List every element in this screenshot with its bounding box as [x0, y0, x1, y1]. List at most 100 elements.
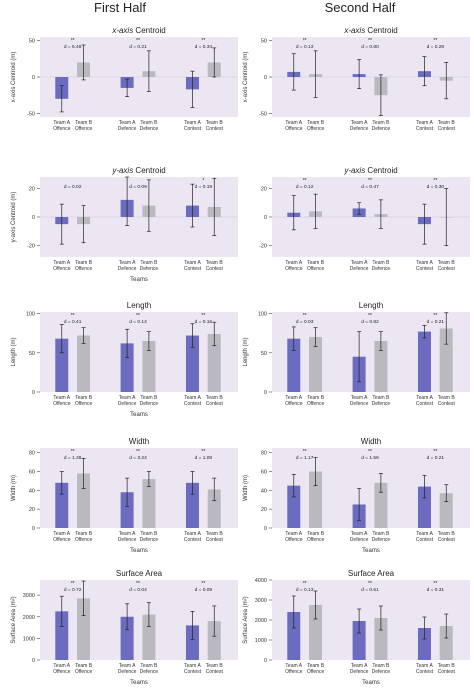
panel-6-ytick-label-2: 100 [258, 312, 267, 318]
panel-2-xtick-label-0-0: Team A Offence [285, 120, 303, 132]
panel-10-xtick-label-2-1: Team B Contest [438, 663, 456, 675]
panel-7-bar-1-1 [142, 479, 156, 528]
panel-9-xlabel: Teams [130, 680, 148, 686]
panel-5-sig-1: ** [136, 313, 140, 319]
panel-7-ylabel: Width (m) [11, 475, 17, 501]
panel-1-effect-1: d = 0.21 [129, 44, 147, 50]
panel-3-ylabel: y-axis Centroid (m) [11, 192, 17, 243]
panel-9-bar-1-1 [142, 614, 156, 660]
panel-6-bar-0-0 [287, 338, 301, 392]
panel-7-sig-0: ** [71, 449, 75, 455]
panel-1-xtick-label-2-0: Team A Contest [184, 120, 202, 132]
panel-8-sig-2: ** [433, 449, 437, 455]
panel-9-bar-2-1 [207, 621, 221, 660]
panel-7-ytick-label-2: 40 [29, 488, 35, 494]
panel-7-sig-2: ** [201, 449, 205, 455]
panel-3-xtick-label-2-0: Team A Contest [184, 260, 202, 272]
panel-10-ytick-label-1: 1000 [255, 638, 267, 644]
panel-2-xtick-label-2-1: Team B Contest [438, 120, 456, 132]
panel-6-ytick-label-0: 0 [264, 390, 267, 396]
panel-9-sig-0: ** [71, 581, 75, 587]
panel-3-xlabel: Teams [130, 277, 148, 283]
panel-7-xtick-label-1-1: Team B Defence [140, 531, 159, 543]
panel-3-xtick-label-0-1: Team B Offence [75, 260, 93, 272]
panel-1-xtick-label-0-0: Team A Offence [53, 120, 71, 132]
panel-9-xtick-label-1-0: Team A Defence [118, 663, 137, 675]
panel-8-bar-2-1 [439, 493, 453, 528]
panel-7-bar-2-1 [207, 489, 221, 528]
panel-9-xtick-label-0-1: Team B Offence [75, 663, 93, 675]
panel-2-xtick-label-1-0: Team A Defence [350, 120, 369, 132]
panel-5-bar-1-1 [142, 341, 156, 392]
panel-10-sig-2: ** [433, 581, 437, 587]
panel-8-xlabel: Teams [362, 548, 380, 554]
panel-1-title: x-axis Centroid [111, 26, 165, 35]
panel-2-sig-2: ** [433, 38, 437, 44]
panel-3-effect-0: d = 0.02 [64, 184, 82, 190]
panel-10-ytick-label-4: 4000 [255, 578, 267, 584]
panel-10-ytick-label-0: 0 [264, 658, 267, 664]
panel-10-bar-0-1 [309, 605, 323, 660]
panel-7-xtick-label-0-1: Team B Offence [75, 531, 93, 543]
panel-2-xtick-label-0-1: Team B Offence [307, 120, 325, 132]
panel-10-xtick-label-1-0: Team A Defence [350, 663, 369, 675]
panel-9-xtick-label-2-0: Team A Contest [184, 663, 202, 675]
panel-4-ytick-label-0: -20 [259, 244, 267, 250]
panel-7-effect-1: d = 3.24 [129, 455, 147, 461]
panel-5-bar-2-0 [185, 335, 199, 392]
panel-2-xtick-label-2-0: Team A Contest [416, 120, 434, 132]
panel-2-ytick-label-0: -50 [259, 111, 267, 117]
panel-10-xtick-label-1-1: Team B Defence [372, 663, 391, 675]
panel-5-ytick-label-2: 100 [26, 312, 35, 318]
panel-6-xtick-label-0-0: Team A Offence [285, 395, 303, 407]
panel-5-ylabel: Length (m) [11, 337, 17, 366]
panel-4-effect-2: d = 0.30 [427, 184, 445, 190]
panel-3-ytick-label-2: 20 [29, 186, 35, 192]
panel-4-sig-2: ** [433, 178, 437, 184]
panel-9-bar-2-0 [185, 625, 199, 660]
panel-9-effect-1: d = 0.04 [129, 587, 147, 593]
panel-8-ylabel: Width (m) [243, 475, 249, 501]
panel-8-xtick-label-1-1: Team B Defence [372, 531, 391, 543]
panel-5-xtick-label-2-1: Team B Contest [206, 395, 224, 407]
panel-2-ytick-label-1: 0 [264, 75, 267, 81]
panel-6-effect-2: d = 0.21 [427, 319, 445, 325]
panel-9-sig-1: ** [136, 581, 140, 587]
panel-6-ytick-label-1: 50 [261, 351, 267, 357]
panel-5-bar-1-0 [120, 343, 134, 392]
panel-6-bar-1-1 [374, 341, 388, 392]
panel-10-effect-2: d = 0.31 [427, 587, 445, 593]
panel-7-xtick-label-2-1: Team B Contest [206, 531, 224, 543]
panel-7-ytick-label-0: 0 [32, 526, 35, 532]
panel-1-sig-1: ** [136, 38, 140, 44]
panel-8-sig-1: ** [368, 449, 372, 455]
panel-8-ytick-label-3: 60 [261, 470, 267, 476]
panel-5-xtick-label-2-0: Team A Contest [184, 395, 202, 407]
panel-7-ytick-label-4: 80 [29, 451, 35, 457]
panel-8-effect-1: d = 1.56 [361, 455, 379, 461]
panel-9-effect-0: d = 0.72 [64, 587, 82, 593]
panel-6-xtick-label-1-0: Team A Defence [350, 395, 369, 407]
panel-5-ytick-label-1: 50 [29, 351, 35, 357]
panel-8-bar-0-1 [309, 471, 323, 528]
panel-8-ytick-label-0: 0 [264, 526, 267, 532]
panel-10-ylabel: Surface Area (m²) [243, 596, 249, 643]
panel-4-effect-0: d = 0.12 [296, 184, 314, 190]
panel-10-bar-2-0 [417, 628, 431, 660]
panel-10-bar-1-1 [374, 618, 388, 660]
panel-5-title: Length [127, 301, 151, 310]
panel-3-effect-1: d = 0.09 [129, 184, 147, 190]
panel-2-effect-1: d = 0.80 [361, 44, 379, 50]
panel-2-effect-0: d = 0.13 [296, 44, 314, 50]
panel-4-sig-0: ** [303, 178, 307, 184]
panel-1-ylabel: x-axis Centroid (m) [11, 52, 17, 103]
panel-8-sig-0: ** [303, 449, 307, 455]
panel-8-effect-0: d = 1.17 [296, 455, 314, 461]
panel-10-title: Surface Area [348, 569, 395, 578]
panel-8-xtick-label-0-0: Team A Offence [285, 531, 303, 543]
panel-9-effect-2: d = 0.09 [195, 587, 213, 593]
panel-5-bar-0-0 [55, 338, 69, 392]
panel-4-effect-1: d = 0.47 [361, 184, 379, 190]
panel-9-xtick-label-2-1: Team B Contest [206, 663, 224, 675]
panel-4-xtick-label-0-1: Team B Offence [307, 260, 325, 272]
